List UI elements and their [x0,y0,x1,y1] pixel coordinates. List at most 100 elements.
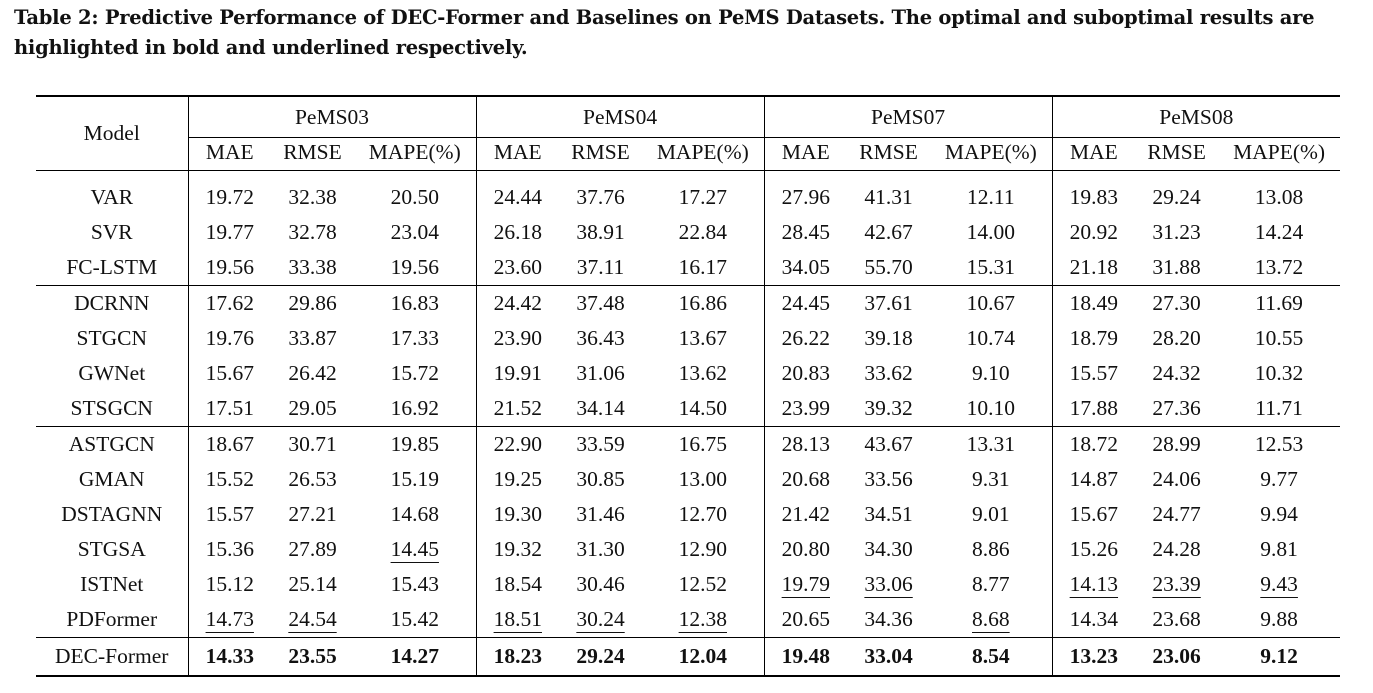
metric-value: 26.53 [288,467,337,491]
metric-value: 20.92 [1069,220,1119,244]
metric-value: 13.08 [1254,185,1304,209]
metric-value: 23.39 [1152,572,1201,596]
metric-value: 15.12 [205,572,254,596]
table-row: STGCN 19.76 33.87 17.33 23.90 36.43 13.67 26.22… [36,321,1340,356]
metric-value: 25.14 [288,572,337,596]
table-cell: 26.53 [271,462,354,497]
table-cell: 13.67 [642,321,764,356]
metric-value: 10.10 [966,396,1016,420]
table-cell: 30.71 [271,426,354,462]
metric-value: 13.72 [1254,255,1304,279]
table-cell: 12.52 [642,567,764,602]
table-cell: 17.51 [187,391,271,427]
metric-value: 27.21 [288,502,337,526]
metric-value: 13.67 [678,326,727,350]
table-cell: 20.68 [763,462,848,497]
table-cell: 42.67 [847,215,930,250]
table-cell: 14.50 [642,391,764,427]
table-cell: 34.30 [847,532,930,567]
table-cell: 18.72 [1051,426,1136,462]
metric-value: 14.34 [1069,607,1119,631]
table-cell: 14.87 [1051,462,1136,497]
metric-value: 28.20 [1152,326,1201,350]
dataset-header-pems08: PeMS08 [1051,96,1341,138]
table-cell: 27.30 [1135,285,1219,321]
table-cell: 19.72 [187,180,271,215]
metric-value: 33.38 [288,255,337,279]
metric-value: 17.33 [390,326,439,350]
metric-value: 31.23 [1152,220,1201,244]
metric-value: 55.70 [864,255,913,279]
metric-value: 20.68 [781,467,830,491]
model-name-cell: DCRNN [36,285,188,321]
metric-value: 15.67 [205,361,254,385]
table-cell: 20.65 [763,602,848,638]
table-cell: 9.88 [1218,602,1340,638]
metric-value: 9.43 [1260,572,1298,596]
metric-value: 12.53 [1254,432,1304,456]
table-row: GWNet 15.67 26.42 15.72 19.91 31.06 13.62 20.83… [36,356,1340,391]
table-cell: 33.56 [847,462,930,497]
metric-value: 24.42 [493,291,542,315]
table-cell: 33.87 [271,321,354,356]
table-cell: 15.57 [187,497,271,532]
metric-value: 22.90 [493,432,542,456]
metric-value: 20.65 [781,607,830,631]
metric-value: 19.25 [493,467,542,491]
table-cell: 37.61 [847,285,931,321]
metric-value: 31.88 [1152,255,1201,279]
table-cell: 29.86 [271,285,354,321]
table-cell: 34.14 [559,391,642,427]
table-cell: 13.31 [930,426,1053,462]
table-cell: 22.90 [475,426,560,462]
table-cell: 12.53 [1218,426,1341,462]
metric-value: 29.24 [576,644,625,668]
table-cell: 15.43 [354,567,476,602]
table-cell: 9.12 [1218,637,1341,676]
metric-value: 10.32 [1254,361,1304,385]
metric-value: 9.77 [1260,467,1298,491]
table-row: DCRNN 17.62 29.86 16.83 24.42 37.48 16.86 24.45… [36,285,1341,321]
table-cell: 29.05 [271,391,354,427]
table-cell: 14.00 [930,215,1052,250]
table-cell: 8.54 [930,637,1053,676]
table-cell: 23.60 [475,250,560,286]
table-cell: 20.80 [763,532,848,567]
metric-header-rmse: RMSE [859,139,918,164]
metric-value: 15.57 [1069,361,1119,385]
model-name-cell: ASTGCN [36,426,188,462]
metric-value: 22.84 [678,220,727,244]
metric-header-mae: MAE [1051,137,1136,171]
table-cell: 18.79 [1051,321,1136,356]
table-cell: 30.46 [559,567,642,602]
metric-value: 15.67 [1069,502,1119,526]
table-cell: 13.08 [1218,180,1340,215]
table-cell: 10.67 [930,285,1053,321]
table-cell: 17.62 [187,285,271,321]
metric-value: 14.00 [966,220,1016,244]
table-cell: 14.34 [1051,602,1136,638]
metric-value: 24.28 [1152,537,1201,561]
table-cell: 31.23 [1135,215,1218,250]
metric-value: 14.87 [1069,467,1119,491]
table-cell: 11.71 [1218,391,1340,427]
metric-value: 34.05 [781,255,830,279]
table-row: ISTNet 15.12 25.14 15.43 18.54 30.46 12.52 19.7… [36,567,1340,602]
table-cell: 8.86 [930,532,1052,567]
table-cell: 15.19 [354,462,476,497]
metric-header-mae: MAE [763,137,848,171]
metric-value: 42.67 [864,220,913,244]
table-cell: 19.83 [1051,180,1136,215]
table-cell: 18.23 [475,637,560,676]
table-cell: 13.62 [642,356,764,391]
table-cell: 19.79 [763,567,848,602]
table-cell: 14.33 [187,637,271,676]
metric-value: 18.51 [493,607,542,631]
metric-value: 23.60 [493,255,542,279]
metric-value: 15.57 [205,502,254,526]
table-cell: 33.04 [847,637,931,676]
metric-value: 26.22 [781,326,830,350]
metric-value: 41.31 [864,185,913,209]
metric-value: 20.50 [390,185,439,209]
table-cell: 18.67 [187,426,271,462]
